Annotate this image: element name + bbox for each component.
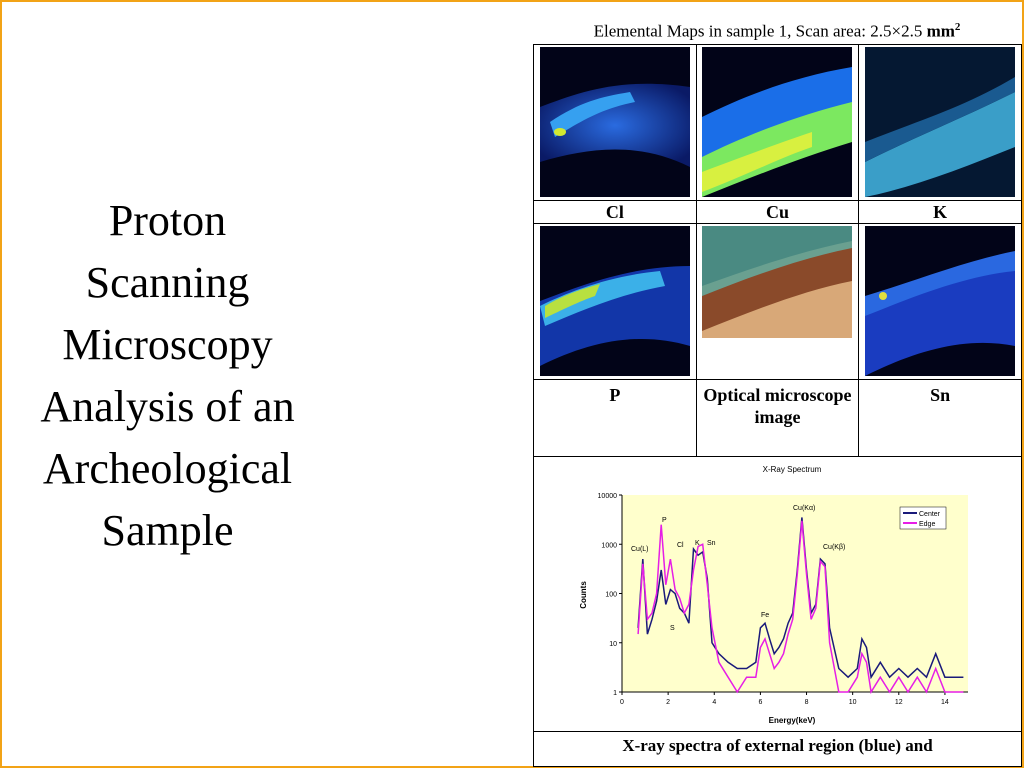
x-tick-label: 12: [895, 699, 903, 706]
caption-unit: mm: [926, 21, 955, 41]
title-line: Scanning: [85, 258, 250, 307]
caption-sup: 2: [954, 21, 961, 33]
x-axis-label: Energy(keV): [769, 716, 816, 725]
annotation-cl: Cl: [677, 542, 684, 549]
annotation-fe: Fe: [761, 612, 769, 619]
annotation-cukb: Cu(Kβ): [823, 544, 845, 551]
x-tick-label: 2: [666, 699, 670, 706]
peak-annotations: Cu(L) P Cl K Sn S Fe Cu(Kα) Cu(Kβ): [631, 505, 845, 632]
spectrum-caption: X-ray spectra of external region (blue) …: [533, 731, 1022, 767]
title-line: Sample: [101, 506, 234, 555]
y-axis-label: Counts: [579, 581, 588, 609]
y-tick-label: 1: [613, 690, 617, 697]
legend-edge: Edge: [919, 521, 935, 528]
title-line: Microscopy: [62, 320, 273, 369]
annotation-p: P: [662, 517, 667, 524]
x-tick-label: 0: [620, 699, 624, 706]
y-tick-label: 1000: [601, 542, 617, 549]
map-label-k: K: [858, 200, 1022, 224]
x-tick-label: 8: [805, 699, 809, 706]
series-line-center: [637, 517, 964, 680]
map-label-optical: Optical microscope image: [695, 379, 860, 457]
xray-spectrum-panel: X-Ray Spectrum 0 2 4 6 8 10 12 14 1 10 100 1000 1000…: [533, 455, 1022, 732]
x-tick-label: 6: [758, 699, 762, 706]
slide-title: Proton Scanning Microscopy Analysis of a…: [10, 190, 325, 562]
y-tick-label: 10000: [598, 493, 618, 500]
optical-microscope-image: [702, 226, 853, 338]
x-tick-label: 10: [849, 699, 857, 706]
annotation-sn: Sn: [707, 540, 716, 547]
map-cell-sn: [858, 223, 1022, 380]
legend: Center Edge: [899, 506, 947, 530]
y-tick-label: 10: [609, 641, 617, 648]
annotation-cuka: Cu(Kα): [793, 505, 815, 512]
map-cell-p: [533, 223, 697, 380]
series-line-edge: [637, 520, 964, 695]
map-label-cu: Cu: [695, 200, 860, 224]
caption-text: Elemental Maps in sample 1, Scan area: 2…: [593, 21, 923, 41]
k-map-image: [865, 47, 1016, 197]
x-tick-label: 14: [941, 699, 949, 706]
map-label-p: P: [533, 379, 697, 457]
annotation-cul: Cu(L): [631, 546, 649, 553]
annotation-s: S: [670, 625, 675, 632]
chart-title: X-Ray Spectrum: [763, 465, 822, 474]
map-cell-cu: [695, 44, 860, 201]
title-line: Analysis of an: [40, 382, 295, 431]
maps-caption: Elemental Maps in sample 1, Scan area: 2…: [530, 21, 1024, 42]
title-line: Archeological: [42, 444, 293, 493]
cu-map-image: [702, 47, 853, 197]
map-label-sn: Sn: [858, 379, 1022, 457]
y-tick-label: 100: [605, 592, 617, 599]
title-line: Proton: [108, 196, 227, 245]
map-label-cl: Cl: [533, 200, 697, 224]
x-tick-label: 4: [712, 699, 716, 706]
annotation-k: K: [695, 540, 700, 547]
map-cell-cl: [533, 44, 697, 201]
cl-map-image: [539, 47, 690, 197]
xray-spectrum-chart: X-Ray Spectrum 0 2 4 6 8 10 12 14 1 10 100 1000 1000…: [579, 465, 968, 725]
sn-map-image: [865, 226, 1016, 376]
map-cell-optical: [695, 223, 860, 380]
p-map-image: [539, 226, 690, 376]
elemental-maps-table: Cl Cu K: [533, 44, 1022, 457]
map-cell-k: [858, 44, 1022, 201]
legend-center: Center: [919, 511, 941, 518]
